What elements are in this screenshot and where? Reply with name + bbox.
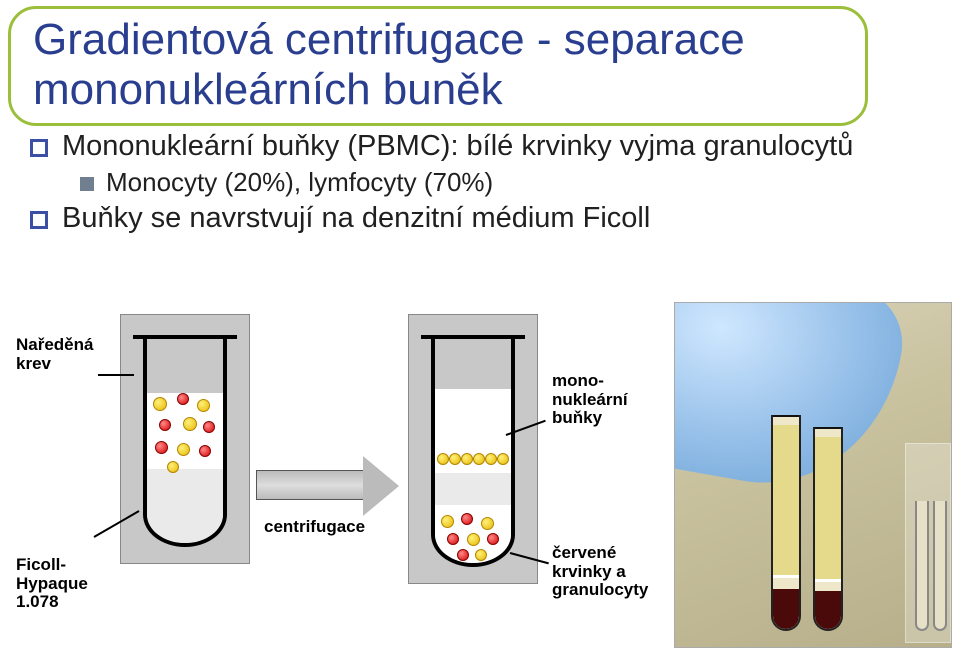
red-cell-icon: [457, 549, 469, 561]
red-cell-icon: [177, 393, 189, 405]
bullet-square-icon: [80, 177, 94, 191]
label-rbc-granulocytes: červené krvinky a granulocyty: [552, 544, 672, 600]
bullet-list: Mononukleární buňky (PBMC): bílé krvinky…: [30, 130, 930, 239]
centrifugation-diagram: Naředěná krev Ficoll-Hypaque 1.078 centr…: [16, 300, 656, 650]
red-cell-icon: [199, 445, 211, 457]
centrifugation-arrow: [256, 456, 402, 516]
mononuclear-cell-icon: [473, 453, 485, 465]
label-diluted-blood: Naředěná krev: [16, 336, 112, 373]
tube-panel-before: [120, 314, 250, 564]
bullet-square-icon: [30, 139, 48, 157]
slide-title-text: Gradientová centrifugace - separace mono…: [33, 15, 745, 114]
red-cell-icon: [487, 533, 499, 545]
mononuclear-cell-icon: [183, 417, 197, 431]
photo-ficoll-tubes: [674, 302, 952, 648]
bullet-text: Mononukleární buňky (PBMC): bílé krvinky…: [62, 130, 853, 163]
red-cell-icon: [155, 441, 168, 454]
slide-title-box: Gradientová centrifugace - separace mono…: [8, 6, 868, 126]
mononuclear-cell-icon: [497, 453, 509, 465]
label-mononuclear: mono- nukleární buňky: [552, 372, 662, 428]
tube-panel-after: [408, 314, 538, 584]
red-cell-icon: [461, 513, 473, 525]
label-ficoll: Ficoll-Hypaque 1.078: [16, 556, 126, 612]
mononuclear-cell-icon: [449, 453, 461, 465]
mononuclear-cell-icon: [167, 461, 179, 473]
bullet-item: Mononukleární buňky (PBMC): bílé krvinky…: [30, 130, 930, 163]
photo-tube: [813, 427, 843, 631]
bullet-text: Buňky se navrstvují na denzitní médium F…: [62, 202, 650, 235]
bullet-item: Buňky se navrstvují na denzitní médium F…: [30, 202, 930, 235]
mononuclear-cell-icon: [467, 533, 480, 546]
mononuclear-cell-icon: [197, 399, 210, 412]
bullet-square-icon: [30, 211, 48, 229]
mononuclear-cell-icon: [177, 443, 190, 456]
mononuclear-cell-icon: [153, 397, 167, 411]
red-cell-icon: [447, 533, 459, 545]
photo-tube: [915, 501, 929, 631]
sub-bullet-item: Monocyty (20%), lymfocyty (70%): [80, 167, 930, 198]
mononuclear-cell-icon: [475, 549, 487, 561]
photo-tube: [933, 501, 947, 631]
red-cell-icon: [159, 419, 171, 431]
mononuclear-cell-icon: [461, 453, 473, 465]
mononuclear-cell-icon: [441, 515, 454, 528]
bullet-text: Monocyty (20%), lymfocyty (70%): [106, 167, 493, 198]
mononuclear-cell-icon: [481, 517, 494, 530]
mononuclear-cell-icon: [485, 453, 497, 465]
label-centrifugation: centrifugace: [264, 518, 365, 537]
mononuclear-cell-icon: [437, 453, 449, 465]
photo-tube: [771, 415, 801, 631]
red-cell-icon: [203, 421, 215, 433]
pointer-line: [98, 374, 134, 376]
